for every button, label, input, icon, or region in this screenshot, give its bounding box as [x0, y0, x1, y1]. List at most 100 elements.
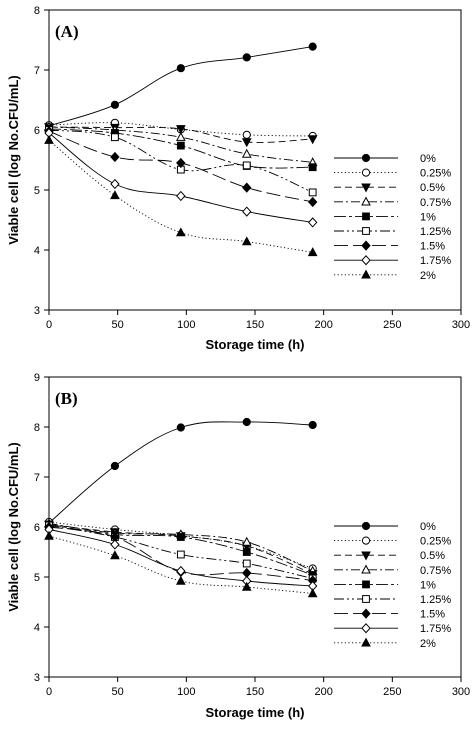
legend-label: 1.25%	[420, 594, 451, 606]
legend: 0% 0.25% 0.5% 0.75% 1% 1.25% 1.5% 1.75% 2%	[334, 153, 451, 282]
y-tick-label: 6	[34, 125, 40, 137]
legend-item: 1.75%	[334, 623, 451, 635]
legend-label: 0.25%	[420, 536, 451, 548]
legend-label: 0.5%	[420, 550, 445, 562]
series-line	[48, 122, 313, 137]
legend-marker	[361, 240, 371, 251]
data-point	[176, 575, 186, 585]
legend-item: 0%	[334, 521, 436, 533]
data-point	[242, 130, 251, 139]
data-point	[110, 151, 120, 163]
series-1.75%	[44, 524, 318, 592]
legend-label: 1%	[420, 579, 436, 591]
data-point	[44, 530, 54, 540]
series-line	[48, 535, 313, 594]
x-tick-label: 250	[383, 686, 401, 698]
legend-item: 2%	[334, 637, 436, 650]
legend-marker	[361, 168, 371, 177]
series-1.25%	[45, 126, 317, 197]
legend-label: 0%	[420, 153, 436, 165]
legend-label: 1.5%	[420, 241, 445, 253]
legend-marker	[361, 637, 371, 647]
y-axis-label: Viable cell (log No.CFU/mL)	[6, 75, 21, 245]
legend-item: 1%	[334, 579, 436, 591]
data-point	[308, 188, 317, 197]
legend-label: 1.25%	[420, 226, 451, 238]
data-point	[176, 125, 186, 135]
data-point	[110, 461, 120, 471]
data-point	[110, 550, 120, 560]
series-0%	[44, 417, 317, 528]
data-point	[242, 559, 251, 568]
legend-marker	[361, 623, 371, 634]
x-tick-label: 100	[177, 686, 195, 698]
y-tick-label: 3	[34, 672, 40, 684]
x-tick-label: 200	[314, 319, 332, 331]
x-axis-label: Storage time (h)	[206, 705, 305, 720]
data-point	[176, 190, 186, 202]
data-point	[242, 182, 252, 193]
y-tick-label: 9	[34, 372, 40, 384]
y-tick-label: 8	[34, 422, 40, 434]
data-point	[308, 217, 318, 228]
legend-marker	[361, 196, 371, 206]
legend-marker	[361, 536, 371, 545]
legend-label: 0.75%	[420, 197, 451, 209]
legend-marker	[362, 227, 370, 235]
x-tick-label: 100	[177, 319, 195, 331]
x-tick-label: 150	[246, 686, 264, 698]
y-tick-label: 8	[34, 5, 40, 17]
series-0%	[44, 42, 317, 130]
legend-marker	[361, 183, 371, 193]
data-point	[241, 148, 252, 158]
legend-label: 2%	[420, 270, 436, 282]
data-point	[307, 135, 318, 145]
y-tick-label: 5	[34, 185, 40, 197]
data-point	[176, 227, 186, 237]
data-point	[111, 133, 119, 142]
data-point	[176, 565, 186, 577]
series-line	[48, 521, 313, 569]
data-point	[176, 533, 185, 541]
legend-item: 1.5%	[334, 608, 445, 621]
series-0.25%	[44, 517, 317, 573]
legend: 0% 0.25% 0.5% 0.75% 1% 1.25% 1.5% 1.75% 2%	[334, 521, 451, 650]
data-point	[307, 588, 318, 598]
data-point	[176, 131, 186, 141]
x-tick-label: 200	[314, 686, 332, 698]
legend-marker	[361, 564, 371, 574]
data-point	[110, 178, 120, 190]
legend-label: 1.5%	[420, 609, 445, 621]
legend-label: 1.75%	[420, 255, 451, 267]
series-1.75%	[44, 127, 318, 228]
x-tick-label: 50	[112, 319, 124, 331]
legend-item: 1.75%	[334, 255, 451, 267]
y-tick-label: 7	[34, 472, 40, 484]
legend-item: 0.75%	[334, 564, 451, 577]
data-point	[110, 190, 120, 200]
legend-marker	[362, 580, 370, 589]
data-point	[110, 539, 120, 550]
series-line	[48, 421, 313, 524]
legend-marker	[361, 255, 371, 266]
data-point	[307, 247, 318, 257]
legend-label: 0.75%	[420, 565, 451, 577]
legend-marker	[361, 608, 371, 619]
series-line	[48, 126, 313, 143]
panel-a: 0 50 100 150 200 250 300 3 4 5 6 7 8 Storage time (h)…	[6, 5, 470, 352]
legend-item: 1.25%	[334, 226, 451, 238]
data-point	[242, 206, 252, 217]
legend-marker	[361, 153, 371, 163]
legend-item: 1.25%	[334, 594, 451, 606]
x-tick-label: 50	[112, 686, 124, 698]
panel-b: 0 50 100 150 200 250 300 3 4 5 6 7 8 9 Storage time (h…	[6, 372, 470, 720]
legend-label: 0%	[420, 521, 436, 533]
x-axis-label: Storage time (h)	[206, 337, 305, 352]
x-tick-label: 0	[46, 319, 52, 331]
x-tick-label: 250	[383, 319, 401, 331]
data-point	[242, 53, 251, 62]
data-point	[241, 138, 252, 148]
legend-marker	[362, 212, 370, 221]
legend-item: 0.25%	[334, 536, 451, 548]
